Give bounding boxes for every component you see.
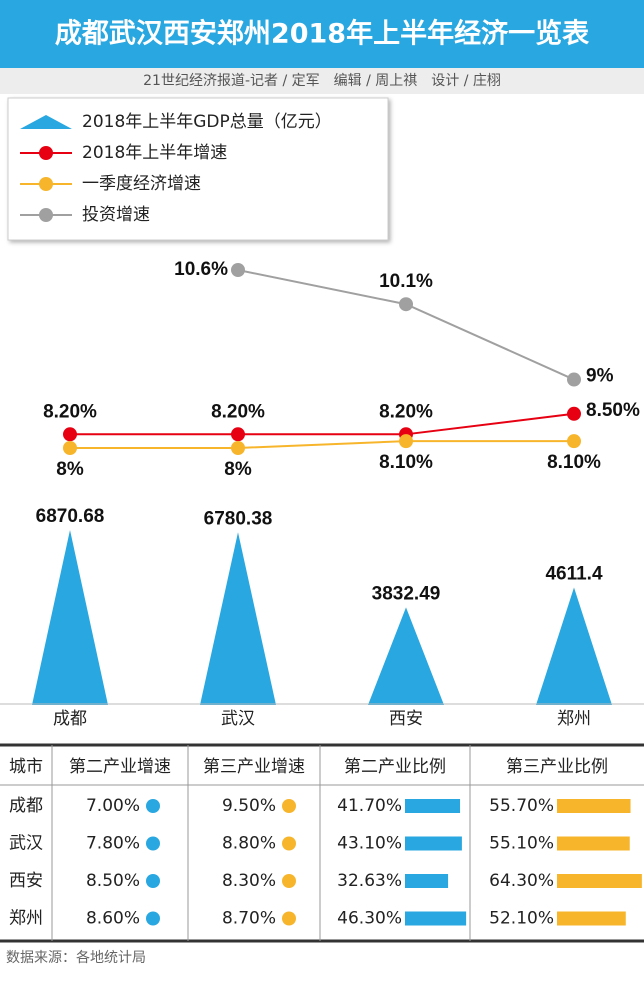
cell: 武汉	[9, 834, 43, 854]
source: 数据来源：各地统计局	[6, 950, 146, 966]
x-tick-label: 成都	[53, 709, 87, 729]
value-label: 6780.38	[204, 508, 273, 529]
legend-label: 2018年上半年GDP总量（亿元）	[82, 112, 332, 132]
line	[70, 440, 574, 449]
value-label: 3832.49	[372, 583, 441, 604]
triangle	[368, 607, 444, 705]
value-label: 10.6%	[174, 259, 228, 280]
value-label: 8%	[56, 459, 84, 480]
point	[231, 441, 245, 455]
cell: 41.70%	[337, 796, 402, 816]
point	[231, 427, 245, 442]
point	[231, 263, 245, 277]
share-bar	[557, 836, 630, 851]
cell: 32.63%	[337, 871, 402, 891]
value-label: 8.20%	[211, 401, 265, 422]
cell: 7.00%	[86, 796, 140, 816]
point	[63, 441, 77, 455]
value-label: 4611.4	[545, 564, 602, 585]
value-label: 8.20%	[379, 401, 433, 422]
point	[399, 297, 413, 312]
legend-label: 2018年上半年增速	[82, 143, 227, 163]
cell: 8.50%	[86, 871, 140, 891]
cell: 8.60%	[86, 909, 140, 929]
legend-label: 一季度经济增速	[82, 174, 201, 194]
cell: 8.70%	[222, 909, 276, 929]
share-bar	[557, 799, 631, 813]
share-bar	[405, 911, 467, 926]
value-label: 6870.68	[36, 506, 105, 527]
column-header: 第三产业比例	[506, 757, 608, 777]
value-label: 8.20%	[43, 401, 97, 422]
dot	[146, 799, 160, 813]
point	[567, 372, 581, 387]
byline: 21世纪经济报道-记者 / 定军 编辑 / 周上祺 设计 / 庄栩	[143, 72, 501, 89]
cell: 7.80%	[86, 834, 140, 854]
legend-label: 投资增速	[82, 205, 150, 225]
legend-icon	[20, 115, 72, 129]
dot	[146, 874, 160, 888]
cell: 43.10%	[337, 834, 402, 854]
share-bar	[405, 836, 462, 851]
cell: 成都	[9, 796, 43, 816]
triangle	[536, 587, 612, 705]
title: 成都武汉西安郑州2018年上半年经济一览表	[55, 18, 589, 50]
legend-icon	[39, 208, 53, 222]
cell: 52.10%	[489, 909, 554, 929]
dot	[282, 836, 296, 851]
column-header: 第三产业增速	[203, 757, 305, 777]
value-label: 8.50%	[586, 400, 640, 421]
cell: 8.30%	[222, 871, 276, 891]
point	[567, 434, 581, 449]
share-bar	[405, 874, 449, 888]
dot	[146, 911, 160, 926]
dot	[282, 911, 296, 926]
line	[70, 412, 575, 436]
x-tick-label: 郑州	[557, 709, 591, 729]
dot	[282, 874, 296, 888]
x-tick-label: 西安	[389, 709, 423, 729]
byline-band	[0, 68, 644, 94]
value-label: 10.1%	[379, 271, 433, 292]
cell: 西安	[9, 871, 43, 891]
column-header: 第二产业比例	[344, 757, 446, 777]
triangle	[32, 530, 108, 705]
legend-icon	[39, 177, 53, 191]
cell: 55.10%	[489, 834, 554, 854]
column-header: 城市	[9, 757, 43, 777]
value-label: 9%	[586, 366, 614, 387]
value-label: 8.10%	[547, 452, 601, 473]
cell: 8.80%	[222, 834, 276, 854]
point	[399, 434, 413, 449]
cell: 9.50%	[222, 796, 276, 816]
x-tick-label: 武汉	[221, 709, 255, 729]
share-bar	[405, 799, 461, 813]
legend-icon	[39, 146, 53, 160]
dot	[146, 836, 160, 851]
column-header: 第二产业增速	[69, 757, 171, 777]
point	[567, 406, 581, 421]
cell: 55.70%	[489, 796, 554, 816]
share-bar	[557, 874, 642, 888]
point	[63, 427, 77, 442]
legend-box	[7, 97, 389, 241]
triangle	[200, 532, 276, 705]
value-label: 8%	[224, 459, 252, 480]
chart: 6870.68 6780.38 3832.49 4611.4 8.20% 8.20% 8.2…	[32, 259, 640, 729]
dot	[282, 799, 296, 813]
value-label: 8.10%	[379, 452, 433, 473]
cell: 46.30%	[337, 909, 402, 929]
header-band	[0, 0, 644, 68]
cell: 郑州	[9, 909, 43, 929]
cell: 64.30%	[489, 871, 554, 891]
share-bar	[557, 911, 626, 926]
